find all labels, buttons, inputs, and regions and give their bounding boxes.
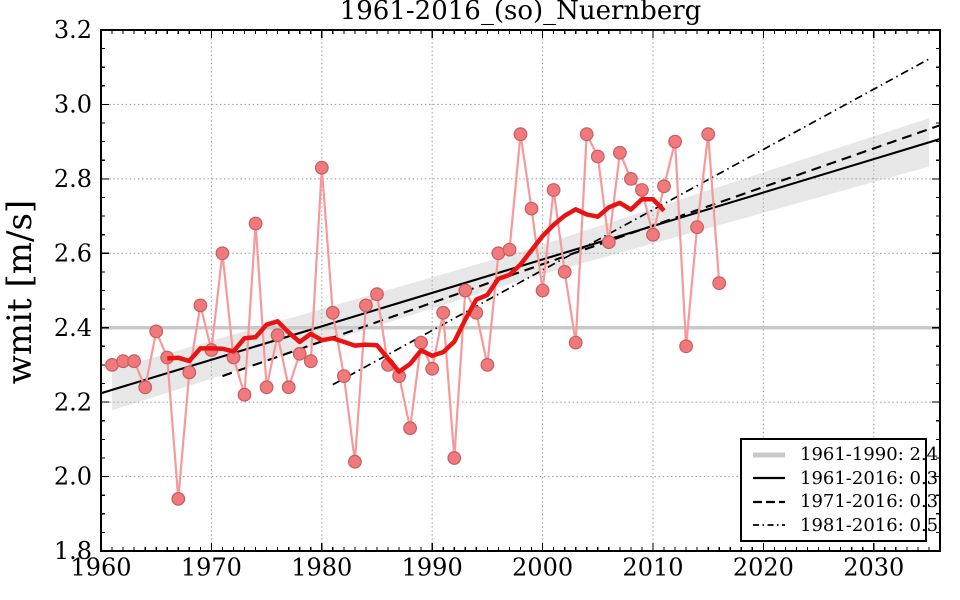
- legend-item-mean-1961-1990: 1961-1990: 2.4: [752, 443, 938, 467]
- legend-label: 1971-2016: 0.3: [800, 491, 939, 513]
- data-point-1991: [436, 305, 451, 320]
- x-tick-label: 2030: [843, 554, 904, 582]
- data-point-2002: [557, 265, 572, 279]
- y-tick-label: 1.8: [54, 537, 92, 565]
- y-tick-label: 2.4: [54, 314, 92, 342]
- y-tick-label: 3.2: [54, 16, 92, 44]
- data-point-1999: [524, 201, 539, 216]
- data-point-2010: [646, 227, 660, 242]
- data-point-1968: [182, 365, 197, 380]
- annual-line: [111, 133, 721, 500]
- data-point-1971: [215, 246, 230, 261]
- trend-1971-2016: [222, 124, 941, 378]
- data-point-2005: [590, 149, 605, 164]
- data-point-2015: [701, 127, 716, 142]
- x-tick-label: 2020: [733, 554, 794, 582]
- data-point-1997: [502, 242, 517, 257]
- x-tick-label: 2010: [622, 554, 683, 582]
- data-point-2000: [535, 283, 550, 298]
- y-tick-label: 3.0: [54, 91, 92, 119]
- reference-mean-line-sample: [753, 452, 785, 458]
- data-point-1965: [149, 324, 164, 339]
- x-tick-label: 1990: [402, 554, 463, 582]
- data-point-1979: [303, 354, 318, 369]
- annual-markers: [105, 127, 727, 506]
- data-point-1964: [138, 380, 153, 395]
- y-axis-label: wmit [m/s]: [0, 199, 40, 385]
- x-tick-label: 1960: [70, 554, 131, 582]
- trend-1981-2016: [332, 58, 930, 386]
- data-point-2012: [668, 134, 682, 149]
- data-point-1985: [370, 287, 384, 302]
- data-point-2001: [546, 183, 561, 197]
- legend: 1961-1990: 2.4 1961-2016: 0.3 1971-2016:…: [740, 438, 938, 542]
- data-point-2011: [657, 179, 671, 194]
- legend-item-trend-1961-2016: 1961-2016: 0.3: [752, 467, 938, 491]
- solid-trend-line-sample: [753, 477, 785, 480]
- data-point-1995: [480, 358, 495, 372]
- data-point-1977: [281, 380, 296, 395]
- running-mean-line: [167, 196, 666, 374]
- y-tick-label: 2.0: [54, 463, 92, 491]
- data-point-1983: [348, 454, 362, 469]
- data-point-1992: [447, 451, 462, 465]
- y-tick-label: 2.8: [54, 165, 92, 193]
- x-tick-label: 2000: [512, 554, 573, 582]
- legend-label: 1961-2016: 0.3: [800, 467, 939, 489]
- legend-item-trend-1971-2016: 1971-2016: 0.3: [752, 490, 938, 514]
- data-point-1969: [193, 298, 208, 313]
- x-tick-label: 1980: [291, 554, 352, 582]
- data-point-2003: [568, 335, 583, 350]
- data-point-2006: [601, 235, 616, 250]
- data-point-1978: [292, 346, 307, 361]
- data-point-2014: [690, 220, 704, 235]
- data-point-1973: [237, 387, 252, 402]
- data-point-1990: [425, 361, 440, 376]
- data-point-2013: [679, 339, 693, 354]
- dashed-trend-line-sample: [753, 500, 785, 503]
- data-point-1982: [337, 369, 351, 384]
- y-tick-label: 2.2: [54, 388, 92, 416]
- data-point-1998: [513, 127, 528, 142]
- y-tick-labels: 1.8 2.0 2.2 2.4 2.6 2.8 3.0 3.2: [54, 16, 92, 565]
- data-point-2016: [712, 276, 727, 291]
- axis-ticks: [100, 29, 941, 552]
- data-point-1967: [171, 492, 186, 506]
- data-point-1976: [270, 328, 285, 343]
- data-point-2007: [613, 145, 627, 160]
- data-point-2009: [635, 183, 649, 197]
- legend-label: 1961-1990: 2.4: [800, 444, 939, 466]
- data-point-2008: [624, 171, 638, 186]
- chart-title: 1961-2016_(so)_Nuernberg: [339, 0, 702, 26]
- dashdot-trend-line-sample: [753, 524, 785, 527]
- data-point-1993: [458, 283, 473, 298]
- data-point-1980: [314, 160, 329, 175]
- data-point-1974: [248, 216, 263, 231]
- legend-label: 1981-2016: 0.5: [800, 514, 939, 536]
- data-point-1989: [414, 335, 429, 350]
- x-tick-label: 1970: [181, 554, 242, 582]
- y-tick-label: 2.6: [54, 239, 92, 267]
- data-point-2004: [579, 127, 594, 142]
- data-point-1981: [325, 305, 340, 320]
- legend-item-trend-1981-2016: 1981-2016: 0.5: [752, 514, 938, 538]
- x-tick-labels: 1960 1970 1980 1990 2000 2010 2020 2030: [70, 554, 904, 582]
- data-point-1975: [259, 380, 274, 395]
- data-point-1984: [359, 298, 373, 313]
- data-point-1988: [403, 421, 418, 436]
- data-point-1963: [127, 354, 142, 369]
